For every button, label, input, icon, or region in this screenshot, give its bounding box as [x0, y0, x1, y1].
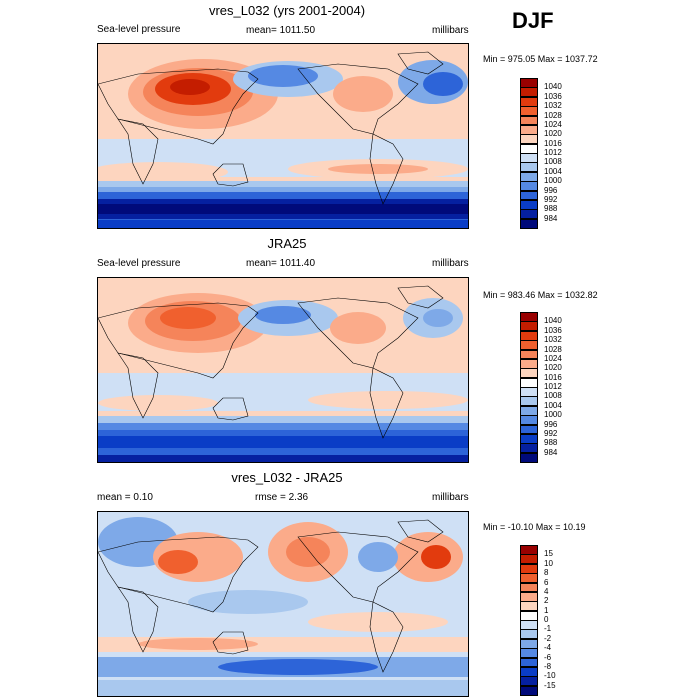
- colorbar-label: 1036: [544, 325, 562, 335]
- colorbar-label: 2: [544, 596, 549, 606]
- colorbar-label: 1012: [544, 382, 562, 391]
- colorbar-label: 8: [544, 568, 549, 578]
- colorbar-label: 984: [544, 213, 558, 223]
- panel2-colorbar: 1040 1036 1032 1028 1024 1020 1016 1012 1008 1004…: [520, 312, 562, 463]
- colorbar-label: 1004: [544, 400, 562, 410]
- colorbar-label: 1004: [544, 166, 562, 176]
- colorbar-label: -10: [544, 671, 556, 681]
- panel2-units: millibars: [432, 258, 469, 269]
- panel3-title: vres_L032 - JRA25: [231, 470, 343, 485]
- colorbar-label: 1032: [544, 335, 562, 345]
- colorbar-label: 1024: [544, 353, 562, 363]
- colorbar-label: 1028: [544, 344, 562, 354]
- colorbar-label: 6: [544, 577, 549, 587]
- colorbar-label: 1012: [544, 148, 562, 157]
- colorbar-label: 1008: [544, 157, 562, 167]
- colorbar-label: 10: [544, 558, 553, 568]
- colorbar-label: 992: [544, 194, 558, 204]
- colorbar-label: 1020: [544, 129, 562, 139]
- colorbar-label: -8: [544, 661, 552, 671]
- colorbar-label: 988: [544, 204, 558, 214]
- colorbar-label: 1016: [544, 138, 562, 148]
- panel3-mean: mean = 0.10: [97, 492, 153, 503]
- colorbar-label: -6: [544, 652, 552, 662]
- colorbar-label: 15: [544, 549, 553, 559]
- colorbar-label: 1000: [544, 410, 562, 420]
- panel1-map: [97, 43, 469, 229]
- colorbar-label: -1: [544, 624, 552, 634]
- panel2-title: JRA25: [267, 236, 307, 251]
- colorbar-label: 1028: [544, 110, 562, 120]
- colorbar-label: 988: [544, 438, 558, 448]
- colorbar-label: 984: [544, 447, 558, 457]
- colorbar-label: 1032: [544, 101, 562, 111]
- colorbar-label: -2: [544, 633, 552, 643]
- colorbar-label: -15: [544, 680, 556, 690]
- colorbar-swatch: [520, 685, 538, 696]
- colorbar-label: 1: [544, 605, 549, 615]
- panel2-minmax: Min = 983.46 Max = 1032.82: [483, 290, 598, 300]
- colorbar-label: 0: [544, 615, 549, 624]
- panel1-minmax: Min = 975.05 Max = 1037.72: [483, 54, 598, 64]
- colorbar-label: -4: [544, 643, 552, 653]
- panel3-map: [97, 511, 469, 697]
- panel1-title: vres_L032 (yrs 2001-2004): [208, 3, 366, 18]
- colorbar-label: 1040: [544, 316, 562, 326]
- colorbar-label: 996: [544, 185, 558, 195]
- panel3-units: millibars: [432, 492, 469, 503]
- colorbar-label: 1008: [544, 391, 562, 401]
- panel1-colorbar: 1040 1036 1032 1028 1024 1020 1016 1012 1008 1004…: [520, 78, 562, 229]
- panel3-colorbar: 15 10 8 6 4 2 1 0 -1 -2 -4 -6 -8 -10 -15: [520, 545, 556, 696]
- season-label: DJF: [512, 8, 554, 33]
- colorbar-label: 1000: [544, 176, 562, 186]
- colorbar-label: 4: [544, 586, 549, 596]
- panel3-rmse: rmse = 2.36: [255, 492, 309, 503]
- colorbar-label: 1020: [544, 363, 562, 373]
- colorbar-label: 1040: [544, 82, 562, 92]
- colorbar-label: 1036: [544, 91, 562, 101]
- panel1-center-label: mean= 1011.50: [246, 25, 316, 36]
- panel2-left-label: Sea-level pressure: [97, 258, 181, 269]
- panel1-units: millibars: [432, 25, 469, 36]
- colorbar-label: 1024: [544, 119, 562, 129]
- panel1-left-label: Sea-level pressure: [97, 24, 181, 35]
- colorbar-swatch: [520, 452, 538, 463]
- panel2-center-label: mean= 1011.40: [246, 258, 316, 269]
- panel3-minmax: Min = -10.10 Max = 10.19: [483, 522, 586, 532]
- panel2-map: [97, 277, 469, 463]
- colorbar-label: 996: [544, 419, 558, 429]
- colorbar-label: 992: [544, 428, 558, 438]
- colorbar-swatch: [520, 218, 538, 229]
- colorbar-label: 1016: [544, 372, 562, 382]
